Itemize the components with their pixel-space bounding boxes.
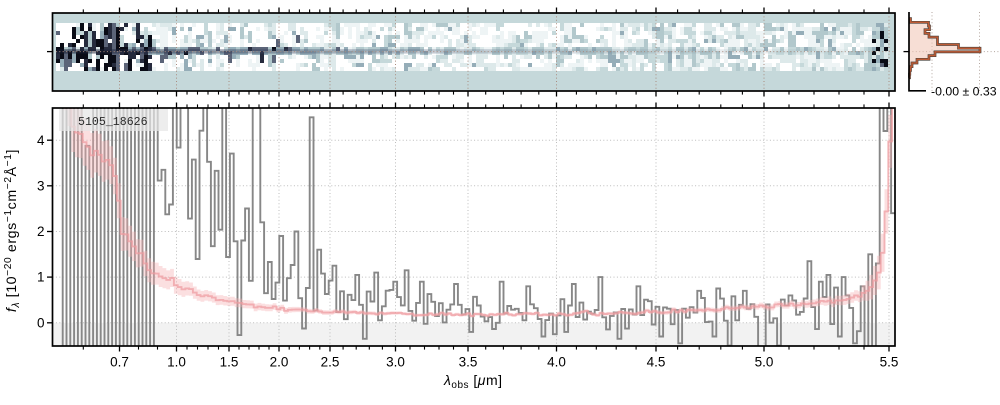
svg-text:5.0: 5.0: [755, 355, 774, 370]
svg-text:1.0: 1.0: [167, 355, 186, 370]
svg-text:4.5: 4.5: [647, 355, 666, 370]
svg-text:-0.00 ± 0.33: -0.00 ± 0.33: [931, 84, 997, 98]
svg-text:3.0: 3.0: [386, 355, 405, 370]
svg-text:4.0: 4.0: [547, 355, 566, 370]
svg-text:5.5: 5.5: [880, 355, 899, 370]
svg-text:3.5: 3.5: [459, 355, 478, 370]
svg-text:5105_18626: 5105_18626: [78, 116, 148, 129]
svg-text:2.0: 2.0: [270, 355, 289, 370]
svg-text:4: 4: [37, 133, 45, 148]
svg-text:0.7: 0.7: [110, 355, 129, 370]
svg-text:3: 3: [37, 178, 45, 193]
svg-text:1.5: 1.5: [220, 355, 239, 370]
svg-text:fλ [10−20 ergs−1cm−2Å−1]: fλ [10−20 ergs−1cm−2Å−1]: [3, 149, 22, 312]
svg-text:λobs [μm]: λobs [μm]: [443, 372, 503, 391]
svg-text:0: 0: [37, 315, 45, 330]
svg-text:2.5: 2.5: [321, 355, 340, 370]
svg-text:1: 1: [37, 270, 45, 285]
svg-text:2: 2: [37, 224, 45, 239]
